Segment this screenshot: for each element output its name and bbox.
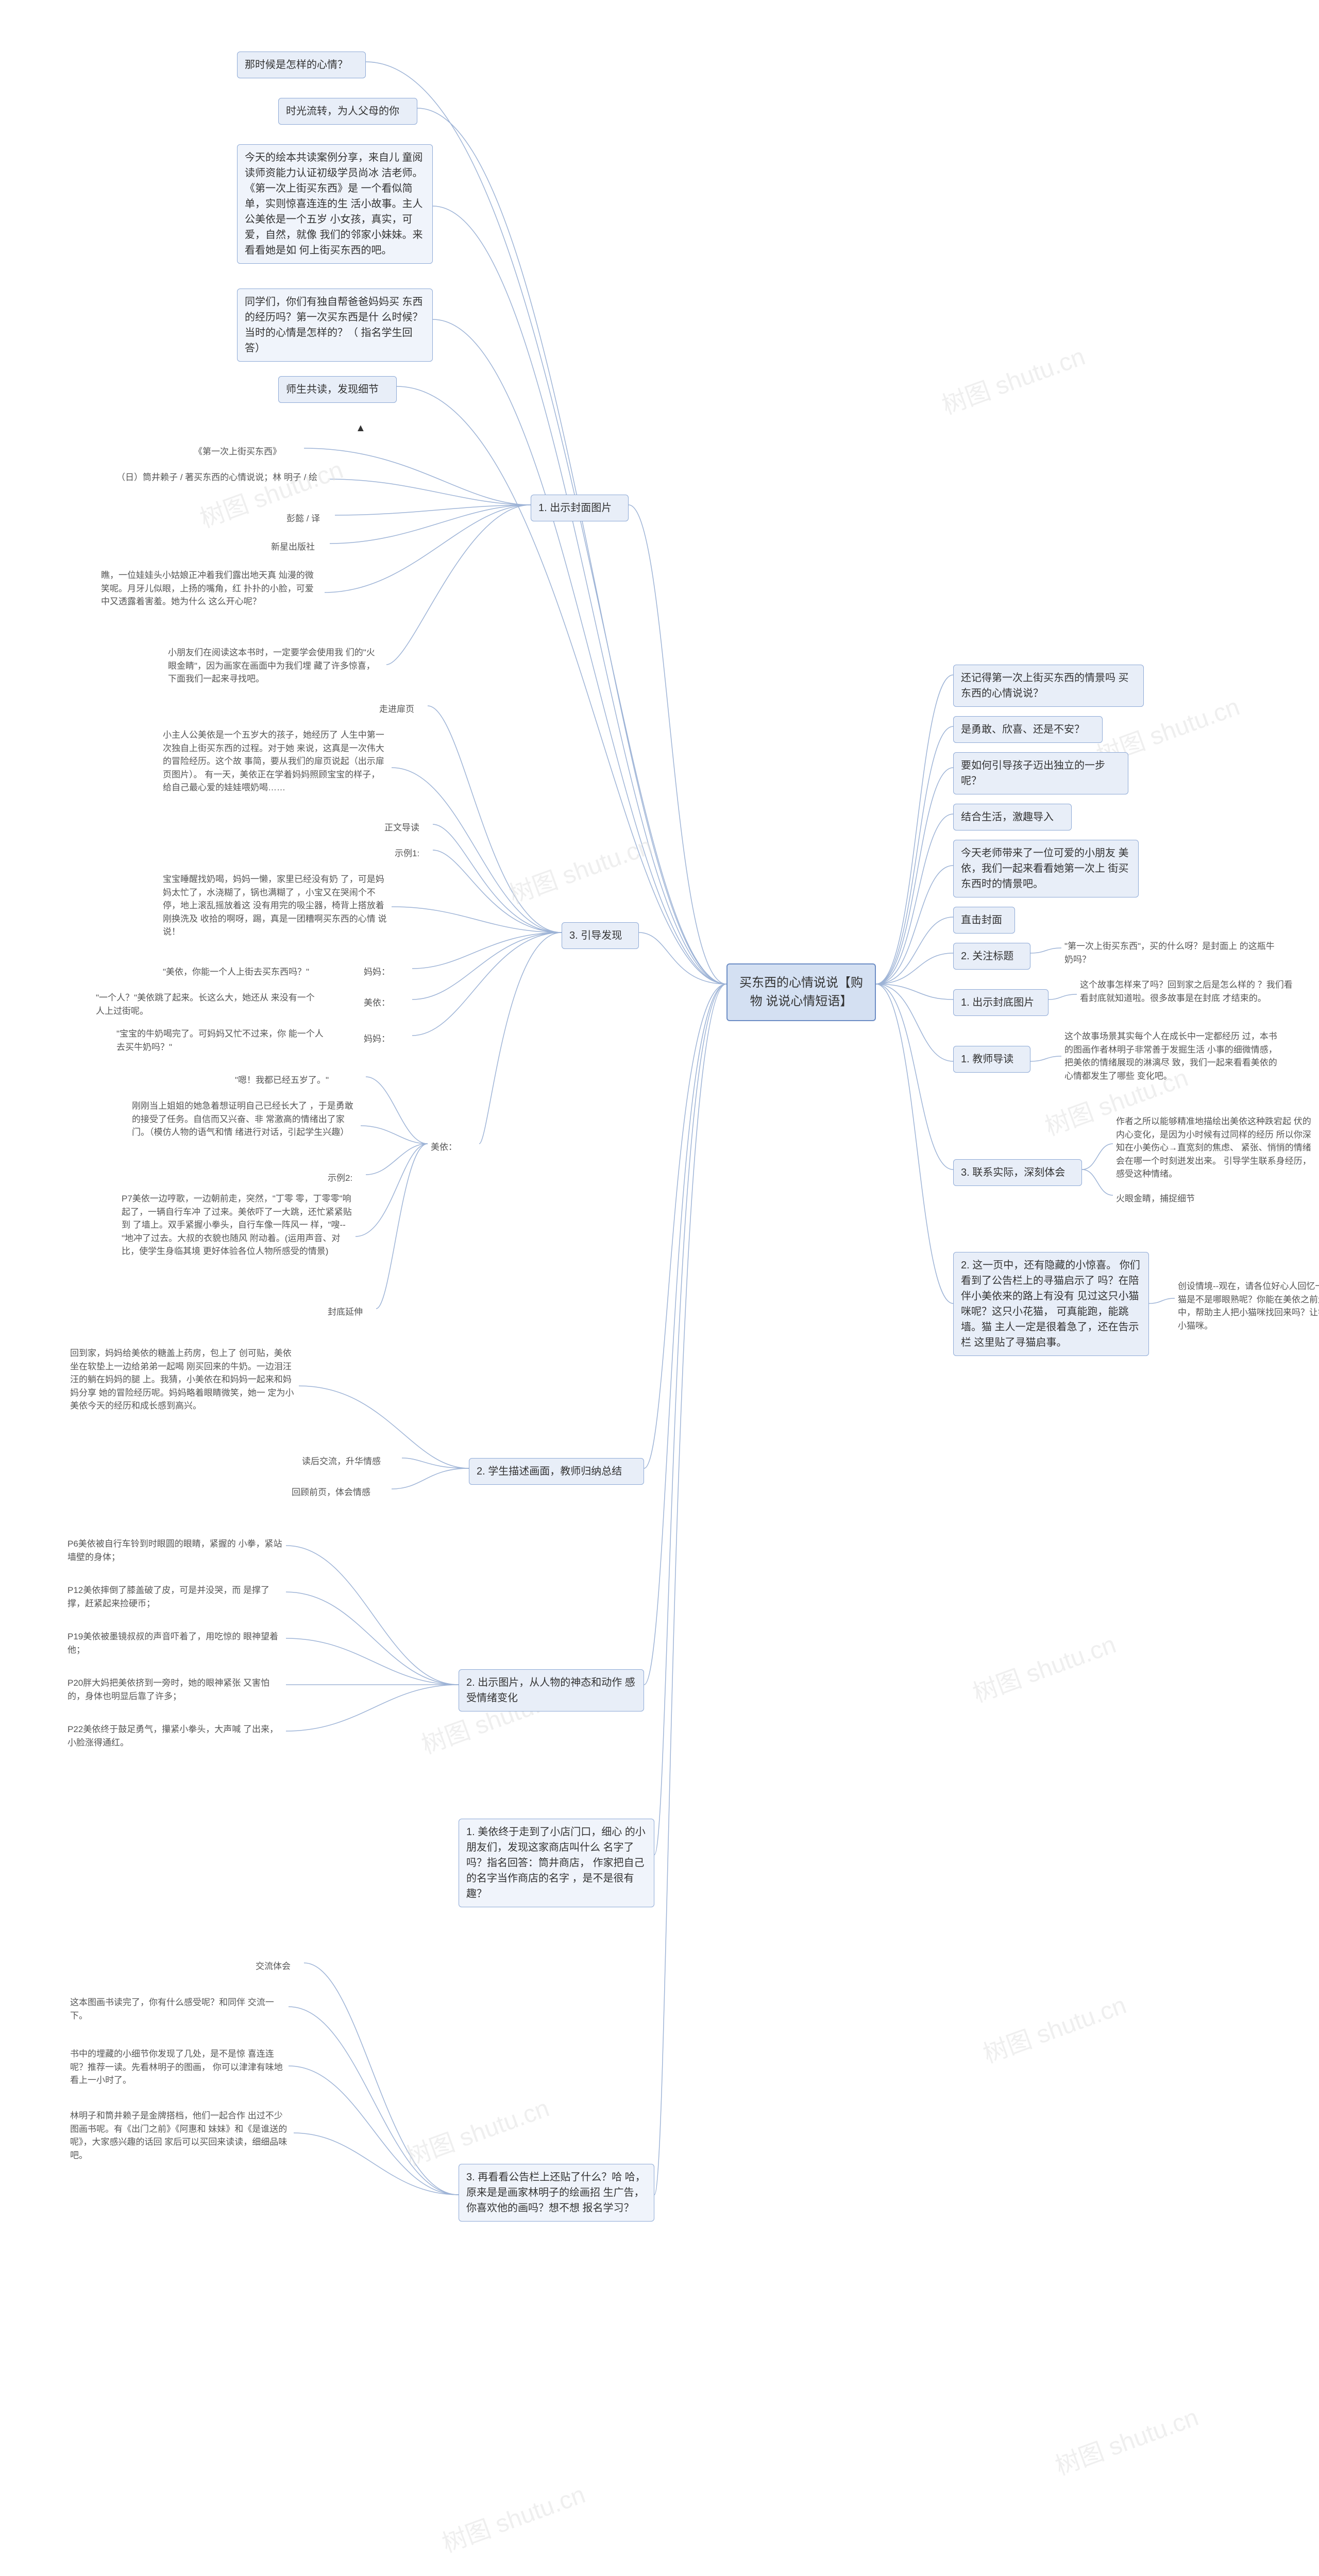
sec3-leaf-10: "宝宝的牛奶喝完了。可妈妈又忙不过来，你 能一个人去买牛奶吗？" [113, 1025, 330, 1056]
left-upper-node-1: 时光流转，为人父母的你 [278, 98, 417, 125]
sec3-leaf-15: P7美依一边哼歌，一边朝前走，突然，"丁零 零，丁零零"响起了，一辆自行车冲 了… [119, 1190, 356, 1260]
sec3b-leaf-1: 这本图画书读完了，你有什么感受呢？和同伴 交流一下。 [67, 1994, 289, 2024]
watermark: 树图 shutu.cn [977, 1985, 1130, 2070]
center-topic: 买东西的心情说说【购物 说说心情短语】 [726, 963, 876, 1021]
watermark: 树图 shutu.cn [967, 1624, 1120, 1709]
sec3-leaf-13: 刚刚当上姐姐的她急着想证明自己已经长大了 ，于是勇敢的接受了任务。自信而又兴奋、… [129, 1097, 361, 1141]
left-upper-node-0: 那时候是怎样的心情？ [237, 52, 366, 78]
sec3-leaf-11: 美依： [428, 1139, 479, 1156]
sec3-leaf-16: 封底延伸 [325, 1303, 376, 1321]
sec2p-leaf-1: P12美依摔倒了膝盖破了皮，可是并没哭，而 是撑了撑，赶紧起来捡硬币； [64, 1582, 286, 1612]
sec3-leaf-12: "嗯！我都已经五岁了。" [232, 1072, 366, 1089]
sec2s-leaf-2: 回顾前页，体会情感 [289, 1484, 392, 1501]
right-node-6: 2. 关注标题 [953, 943, 1030, 970]
sec2p-leaf-2: P19美依被墨镜叔叔的声音吓着了，用吃惊的 眼神望着他； [64, 1628, 286, 1658]
sec3-leaf-4: 宝宝睡醒找奶喝，妈妈一懒，家里已经没有奶 了，可是妈妈太忙了，水浇糊了，锅也满糊… [160, 871, 392, 941]
sec1-leaf-4: 瞧，一位娃娃头小姑娘正冲着我们露出地天真 灿漫的微笑呢。月牙儿似眼，上扬的嘴角，… [98, 567, 325, 611]
right-node-13: 作者之所以能够精准地描绘出美依这种跌宕起 伏的内心变化，是因为小时候有过同样的经… [1113, 1113, 1319, 1183]
right-node-3: 结合生活，激趣导入 [953, 804, 1072, 831]
sec3-leaf-8: "一个人？"美依跳了起来。长这么大，她还从 来没有一个人上过街呢。 [93, 989, 325, 1020]
sec3-leaf-3: 示例1: [392, 845, 433, 862]
node-sec2-summary: 2. 学生描述画面，教师归纳总结 [469, 1458, 644, 1485]
watermark: 树图 shutu.cn [503, 825, 656, 910]
right-node-16: 创设情境--观在，请各位好心人回忆一下这只 小花猫是不是哪眼熟呢？你能在美依之前… [1175, 1278, 1319, 1334]
right-node-11: 这个故事场景其实每个人在成长中一定都经历 过，本书的图画作者林明子非常善于发掘生… [1061, 1028, 1288, 1084]
node-sec1-shop: 1. 美依终于走到了小店门口，细心 的小朋友们，发现这家商店叫什么 名字了吗？指… [459, 1819, 654, 1907]
watermark: 树图 shutu.cn [936, 336, 1089, 421]
sec3-leaf-7: 美依： [361, 994, 412, 1012]
watermark: 树图 shutu.cn [436, 2474, 589, 2559]
right-node-12: 3. 联系实际，深刻体会 [953, 1159, 1082, 1186]
right-node-8: 1. 出示封底图片 [953, 989, 1049, 1016]
sec2p-leaf-4: P22美依终于鼓足勇气，攥紧小拳头，大声喊 了出来，小脸涨得通红。 [64, 1721, 286, 1751]
right-node-14: 火眼金睛，捕捉细节 [1113, 1190, 1226, 1208]
node-sec2-pics: 2. 出示图片，从人物的神态和动作 感受情绪变化 [459, 1669, 644, 1711]
left-upper-node-2: 今天的绘本共读案例分享，来自儿 童阅读师资能力认证初级学员尚冰 洁老师。《第一次… [237, 144, 433, 264]
sec3-leaf-14: 示例2: [325, 1170, 366, 1187]
node-sec3-guide: 3. 引导发现 [562, 922, 639, 949]
sec3-leaf-1: 小主人公美依是一个五岁大的孩子，她经历了 人生中第一次独自上街买东西的过程。对于… [160, 726, 392, 796]
sec1-leaf-0: 《第一次上街买东西》 [191, 443, 304, 461]
sec3b-leaf-0: 交流体会 [252, 1958, 304, 1975]
sec1-leaf-5: 小朋友们在阅读这本书时，一定要学会使用我 们的"火眼金睛"，因为画家在画面中为我… [165, 644, 386, 688]
sec3b-leaf-2: 书中的埋藏的小细节你发现了几处，是不是惊 喜连连呢？推荐一读。先看林明子的图画，… [67, 2045, 289, 2089]
sec3b-leaf-3: 林明子和筒井赖子是金牌搭档，他们一起合作 出过不少图画书呢。有《出门之前》《阿惠… [67, 2107, 294, 2164]
right-node-1: 是勇敢、欣喜、还是不安？ [953, 716, 1103, 743]
sec3-leaf-2: 正文导读 [381, 819, 433, 837]
sec3-leaf-0: 走进扉页 [376, 701, 428, 718]
sec2p-leaf-0: P6美依被自行车铃到时眼圆的眼睛，紧握的 小拳，紧站墙壁的身体； [64, 1535, 286, 1566]
right-node-9: 这个故事怎样来了吗？回到家之后是怎么样的 ？我们看看封底就知道啦。很多故事是在封… [1077, 976, 1298, 1007]
sec2s-leaf-0: 回到家，妈妈给美依的糖盖上药房，包上了 创可贴，美依坐在软垫上一边给弟弟一起喝 … [67, 1345, 299, 1415]
sec2p-leaf-3: P20胖大妈把美依挤到一旁时，她的眼神紧张 又害怕的，身体也明显后靠了许多； [64, 1674, 286, 1705]
right-node-0: 还记得第一次上街买东西的情景吗 买东西的心情说说？ [953, 665, 1144, 707]
left-upper-node-3: 同学们，你们有独自帮爸爸妈妈买 东西的经历吗？第一次买东西是什 么时候？当时的心… [237, 289, 433, 362]
sec1-leaf-2: 彭懿 / 译 [283, 510, 335, 528]
right-node-5: 直击封面 [953, 907, 1015, 934]
watermark: 树图 shutu.cn [400, 2088, 553, 2173]
sec2s-leaf-1: 读后交流，升华情感 [299, 1453, 402, 1470]
node-sec3-board: 3. 再看看公告栏上还贴了什么？哈 哈，原来是是画家林明子的绘画招 生广告，你喜… [459, 2164, 654, 2222]
left-upper-node-4: 师生共读，发现细节 [278, 376, 397, 403]
arrow-up-icon: ▲ [356, 422, 366, 434]
right-node-2: 要如何引导孩子迈出独立的一步 呢？ [953, 752, 1128, 794]
right-node-15: 2. 这一页中，还有隐藏的小惊喜。 你们看到了公告栏上的寻猫启示了 吗？在陪伴小… [953, 1252, 1149, 1356]
sec3-leaf-6: "美依，你能一个人上街去买东西吗？" [160, 963, 345, 981]
sec3-leaf-5: 妈妈： [361, 963, 412, 981]
watermark: 树图 shutu.cn [1050, 2397, 1203, 2482]
right-node-4: 今天老师带来了一位可爱的小朋友 美依，我们一起来看看她第一次上 街买东西时的情景… [953, 840, 1139, 897]
sec1-leaf-3: 新星出版社 [268, 538, 330, 556]
sec3-leaf-9: 妈妈： [361, 1030, 412, 1048]
node-sec1-cover: 1. 出示封面图片 [531, 495, 629, 521]
right-node-10: 1. 教师导读 [953, 1046, 1030, 1073]
sec1-leaf-1: （日）筒井赖子 / 著买东西的心情说说；林 明子 / 绘 [113, 469, 330, 486]
right-node-7: "第一次上街买东西"，买的什么呀？是封面上 的这瓶牛奶吗？ [1061, 938, 1278, 968]
